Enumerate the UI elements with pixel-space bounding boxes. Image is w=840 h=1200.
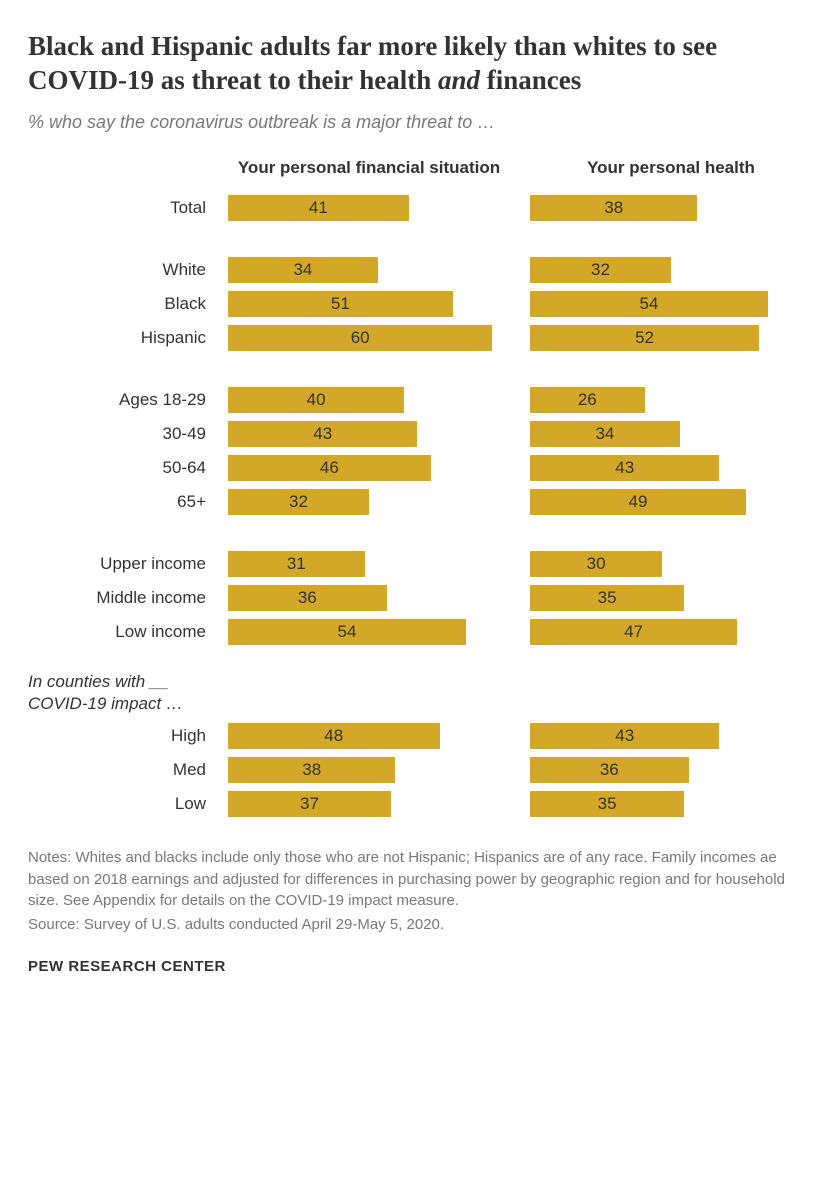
bar-cell: 49 [530, 485, 812, 519]
bar-cell: 47 [530, 615, 812, 649]
bar-cell: 34 [530, 417, 812, 451]
bar-cell: 30 [530, 547, 812, 581]
publisher-footer: PEW RESEARCH CENTER [28, 958, 812, 975]
bar: 52 [530, 325, 759, 351]
bar-cell: 36 [228, 581, 510, 615]
column-header-health: Your personal health [530, 157, 812, 191]
bar-cell: 52 [530, 321, 812, 355]
bar: 32 [530, 257, 671, 283]
bar: 37 [228, 791, 391, 817]
bar: 48 [228, 723, 440, 749]
bar-cell: 54 [228, 615, 510, 649]
bar-cell: 38 [530, 191, 812, 225]
row-label: Middle income [28, 581, 208, 615]
chart-notes: Notes: Whites and blacks include only th… [28, 847, 812, 912]
bar-cell: 35 [530, 787, 812, 821]
bar: 46 [228, 455, 431, 481]
bar: 38 [228, 757, 395, 783]
bar-cell: 46 [228, 451, 510, 485]
row-label: Low income [28, 615, 208, 649]
row-label: Med [28, 753, 208, 787]
bar: 49 [530, 489, 746, 515]
bar: 34 [530, 421, 680, 447]
bar-cell: 31 [228, 547, 510, 581]
bar: 36 [228, 585, 387, 611]
title-part-b: finances [480, 65, 581, 95]
bar: 51 [228, 291, 453, 317]
group-note: In counties with __ COVID-19 impact … [28, 665, 208, 719]
bar: 43 [530, 455, 719, 481]
chart-source: Source: Survey of U.S. adults conducted … [28, 914, 812, 936]
bar: 31 [228, 551, 365, 577]
bar-cell: 43 [530, 719, 812, 753]
bar-cell: 38 [228, 753, 510, 787]
bar-cell: 35 [530, 581, 812, 615]
bar-cell: 36 [530, 753, 812, 787]
title-italic: and [438, 65, 480, 95]
row-label: Upper income [28, 547, 208, 581]
bar-cell: 43 [228, 417, 510, 451]
bar-cell: 43 [530, 451, 812, 485]
bar: 32 [228, 489, 369, 515]
bar: 35 [530, 585, 684, 611]
bar-cell: 51 [228, 287, 510, 321]
bar-cell: 40 [228, 383, 510, 417]
bar: 35 [530, 791, 684, 817]
title-part-a: Black and Hispanic adults far more likel… [28, 31, 717, 95]
row-label: High [28, 719, 208, 753]
bar-chart-grid: Your personal financial situation Your p… [28, 157, 812, 821]
row-label: 50-64 [28, 451, 208, 485]
chart-title: Black and Hispanic adults far more likel… [28, 30, 812, 98]
bar: 47 [530, 619, 737, 645]
row-label: Low [28, 787, 208, 821]
bar: 54 [530, 291, 768, 317]
bar-cell: 34 [228, 253, 510, 287]
row-label: Total [28, 191, 208, 225]
column-header-financial: Your personal financial situation [228, 157, 510, 191]
bar: 43 [530, 723, 719, 749]
bar: 60 [228, 325, 492, 351]
bar: 54 [228, 619, 466, 645]
bar: 41 [228, 195, 409, 221]
chart-subtitle: % who say the coronavirus outbreak is a … [28, 112, 812, 133]
bar-cell: 32 [530, 253, 812, 287]
row-label: Hispanic [28, 321, 208, 355]
bar-cell: 37 [228, 787, 510, 821]
row-label: 65+ [28, 485, 208, 519]
bar-cell: 54 [530, 287, 812, 321]
bar-cell: 60 [228, 321, 510, 355]
bar: 40 [228, 387, 404, 413]
row-label: Black [28, 287, 208, 321]
bar: 30 [530, 551, 662, 577]
bar: 43 [228, 421, 417, 447]
bar: 26 [530, 387, 645, 413]
bar: 34 [228, 257, 378, 283]
bar-cell: 32 [228, 485, 510, 519]
bar: 36 [530, 757, 689, 783]
bar-cell: 48 [228, 719, 510, 753]
bar-cell: 41 [228, 191, 510, 225]
bar-cell: 26 [530, 383, 812, 417]
bar: 38 [530, 195, 697, 221]
row-label: 30-49 [28, 417, 208, 451]
row-label: White [28, 253, 208, 287]
row-label: Ages 18-29 [28, 383, 208, 417]
